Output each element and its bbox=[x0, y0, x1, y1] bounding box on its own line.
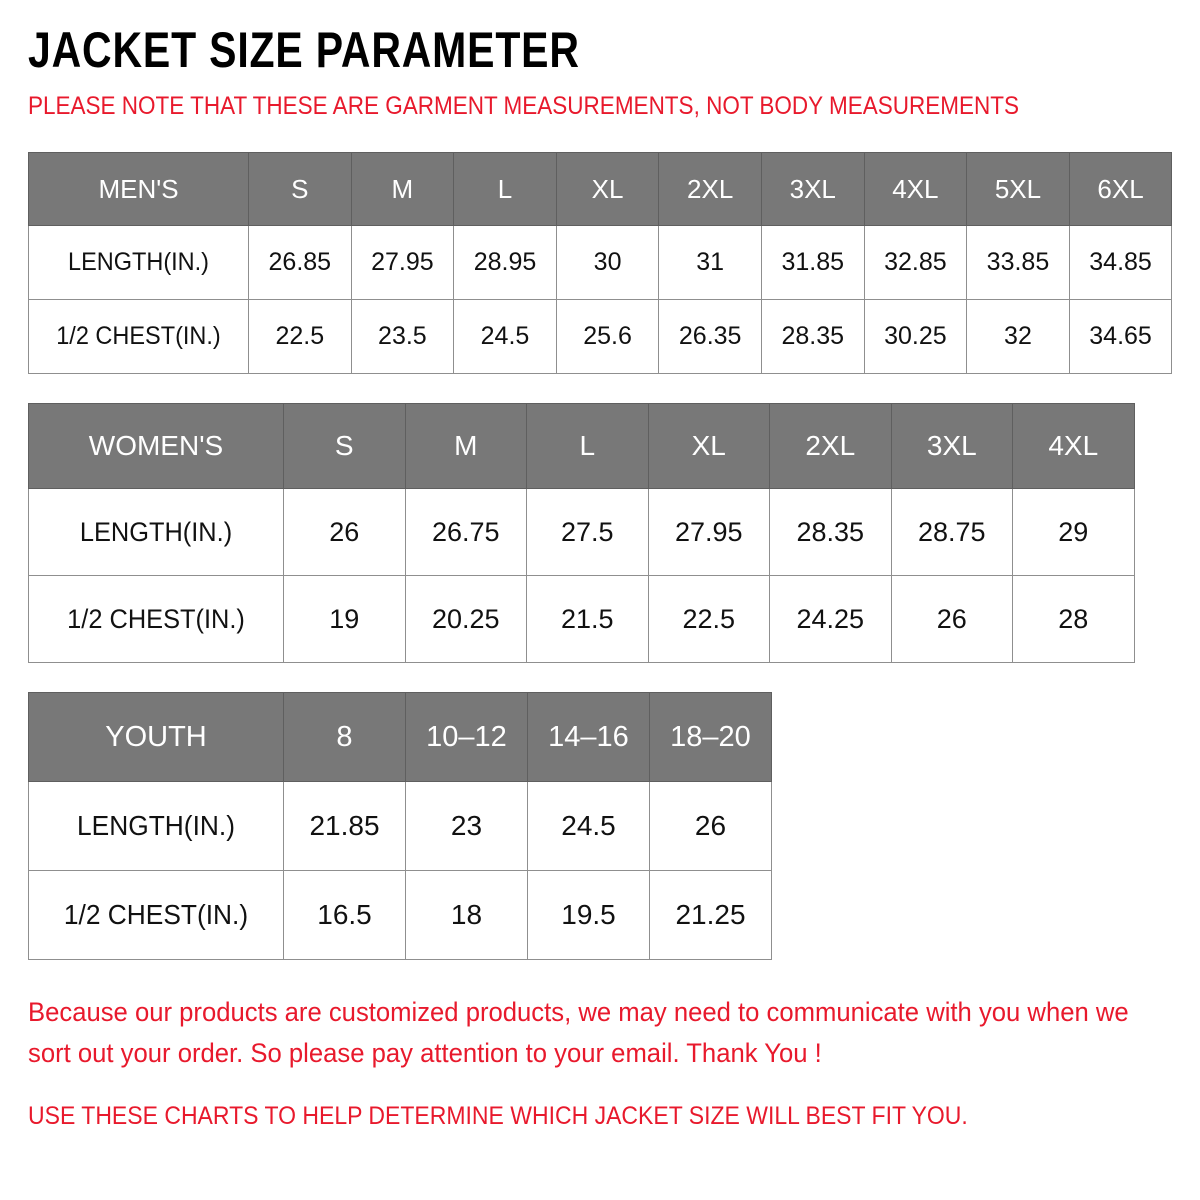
size-header-5xl: 5XL bbox=[966, 152, 1070, 227]
size-header-18-20: 18–20 bbox=[649, 692, 772, 783]
value-cell: 22.5 bbox=[647, 575, 770, 664]
value-cell: 34.85 bbox=[1068, 225, 1173, 301]
size-header-3xl: 3XL bbox=[890, 403, 1013, 490]
value-cell: 32 bbox=[966, 299, 1070, 375]
size-header-14-16: 14–16 bbox=[527, 692, 650, 783]
row-label-length: LENGTH(IN.) bbox=[28, 781, 284, 872]
value-cell: 29 bbox=[1012, 488, 1135, 577]
value-cell: 19.5 bbox=[527, 870, 650, 961]
size-header-m: M bbox=[350, 152, 455, 227]
table-row: LENGTH(IN.) 26 26.75 27.5 27.95 28.35 28… bbox=[28, 488, 1135, 577]
size-header-2xl: 2XL bbox=[769, 403, 892, 490]
value-cell: 21.25 bbox=[649, 870, 772, 961]
value-cell: 24.5 bbox=[453, 299, 557, 375]
value-cell: 19 bbox=[283, 575, 406, 664]
row-label-chest: 1/2 CHEST(IN.) bbox=[28, 299, 249, 375]
mens-size-table: MEN'S S M L XL 2XL 3XL 4XL 5XL 6XL LENGT… bbox=[28, 152, 1173, 375]
womens-table-title: WOMEN'S bbox=[28, 403, 284, 490]
value-cell: 28 bbox=[1012, 575, 1135, 664]
table-row: 1/2 CHEST(IN.) 16.5 18 19.5 21.25 bbox=[28, 870, 772, 961]
row-label-text: 1/2 CHEST(IN.) bbox=[63, 899, 249, 931]
row-label-length: LENGTH(IN.) bbox=[28, 488, 284, 577]
womens-size-table: WOMEN'S S M L XL 2XL 3XL 4XL LENGTH(IN.)… bbox=[28, 403, 1135, 664]
value-cell: 31.85 bbox=[760, 225, 865, 301]
value-cell: 27.95 bbox=[350, 225, 455, 301]
value-cell: 30.25 bbox=[863, 299, 968, 375]
value-cell: 28.95 bbox=[453, 225, 557, 301]
size-header-l: L bbox=[453, 152, 557, 227]
size-header-l: L bbox=[526, 403, 649, 490]
size-header-10-12: 10–12 bbox=[405, 692, 528, 783]
page-title: JACKET SIZE PARAMETER bbox=[28, 22, 580, 78]
size-header-xl: XL bbox=[555, 152, 660, 227]
youth-table-title: YOUTH bbox=[28, 692, 284, 783]
table-row: 1/2 CHEST(IN.) 19 20.25 21.5 22.5 24.25 … bbox=[28, 575, 1135, 664]
row-label-text: 1/2 CHEST(IN.) bbox=[56, 322, 221, 351]
size-header-m: M bbox=[404, 403, 527, 490]
value-cell: 26.35 bbox=[658, 299, 762, 375]
size-header-2xl: 2XL bbox=[658, 152, 762, 227]
value-cell: 21.5 bbox=[526, 575, 649, 664]
value-cell: 16.5 bbox=[283, 870, 406, 961]
value-cell: 24.5 bbox=[527, 781, 650, 872]
size-header-3xl: 3XL bbox=[760, 152, 865, 227]
value-cell: 28.35 bbox=[769, 488, 892, 577]
value-cell: 28.35 bbox=[760, 299, 865, 375]
table-header-row: MEN'S S M L XL 2XL 3XL 4XL 5XL 6XL bbox=[28, 152, 1173, 227]
value-cell: 25.6 bbox=[555, 299, 660, 375]
row-label-text: 1/2 CHEST(IN.) bbox=[67, 603, 245, 634]
value-cell: 26.85 bbox=[248, 225, 352, 301]
value-cell: 26 bbox=[890, 575, 1013, 664]
value-cell: 26 bbox=[283, 488, 406, 577]
value-cell: 21.85 bbox=[283, 781, 406, 872]
row-label-chest: 1/2 CHEST(IN.) bbox=[28, 575, 284, 664]
table-header-row: WOMEN'S S M L XL 2XL 3XL 4XL bbox=[28, 403, 1135, 490]
value-cell: 20.25 bbox=[404, 575, 527, 664]
value-cell: 28.75 bbox=[890, 488, 1013, 577]
value-cell: 26.75 bbox=[404, 488, 527, 577]
table-header-row: YOUTH 8 10–12 14–16 18–20 bbox=[28, 692, 772, 783]
youth-size-table: YOUTH 8 10–12 14–16 18–20 LENGTH(IN.) 21… bbox=[28, 692, 772, 961]
value-cell: 23 bbox=[405, 781, 528, 872]
size-header-4xl: 4XL bbox=[863, 152, 968, 227]
table-row: LENGTH(IN.) 21.85 23 24.5 26 bbox=[28, 781, 772, 872]
value-cell: 23.5 bbox=[350, 299, 455, 375]
value-cell: 27.5 bbox=[526, 488, 649, 577]
size-header-8: 8 bbox=[283, 692, 406, 783]
size-header-s: S bbox=[248, 152, 352, 227]
row-label-length: LENGTH(IN.) bbox=[28, 225, 249, 301]
size-header-4xl: 4XL bbox=[1012, 403, 1135, 490]
value-cell: 26 bbox=[649, 781, 772, 872]
value-cell: 27.95 bbox=[647, 488, 770, 577]
size-header-xl: XL bbox=[647, 403, 770, 490]
row-label-text: LENGTH(IN.) bbox=[77, 810, 235, 842]
row-label-text: LENGTH(IN.) bbox=[79, 516, 233, 547]
value-cell: 30 bbox=[555, 225, 660, 301]
value-cell: 18 bbox=[405, 870, 528, 961]
table-row: LENGTH(IN.) 26.85 27.95 28.95 30 31 31.8… bbox=[28, 225, 1173, 301]
table-row: 1/2 CHEST(IN.) 22.5 23.5 24.5 25.6 26.35… bbox=[28, 299, 1173, 375]
value-cell: 33.85 bbox=[966, 225, 1070, 301]
mens-table-title: MEN'S bbox=[28, 152, 249, 227]
size-header-6xl: 6XL bbox=[1068, 152, 1173, 227]
value-cell: 34.65 bbox=[1068, 299, 1173, 375]
garment-measurement-notice: PLEASE NOTE THAT THESE ARE GARMENT MEASU… bbox=[28, 92, 1020, 120]
row-label-chest: 1/2 CHEST(IN.) bbox=[28, 870, 284, 961]
value-cell: 24.25 bbox=[769, 575, 892, 664]
chart-usage-note: USE THESE CHARTS TO HELP DETERMINE WHICH… bbox=[28, 1102, 968, 1131]
customization-note: Because our products are customized prod… bbox=[28, 997, 1129, 1069]
value-cell: 22.5 bbox=[248, 299, 352, 375]
row-label-text: LENGTH(IN.) bbox=[68, 248, 209, 277]
footer-notes: Because our products are customized prod… bbox=[28, 992, 1172, 1133]
size-header-s: S bbox=[283, 403, 406, 490]
value-cell: 31 bbox=[658, 225, 762, 301]
value-cell: 32.85 bbox=[863, 225, 968, 301]
